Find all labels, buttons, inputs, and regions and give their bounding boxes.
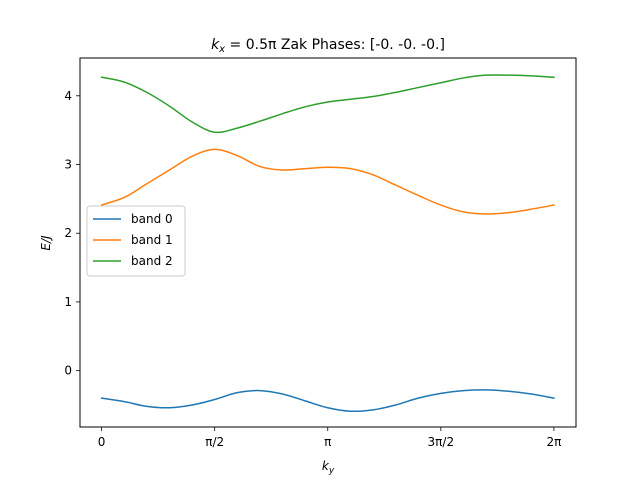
series-line-band-0 <box>100 389 555 413</box>
legend-label-band-0: band 0 <box>131 212 173 226</box>
legend-box <box>86 205 186 277</box>
y-tick-label: 0 <box>64 364 72 378</box>
title-var: k <box>211 37 220 53</box>
series-line-band-1 <box>100 148 555 215</box>
legend-label-band-1: band 1 <box>131 233 173 247</box>
legend: band 0 band 1 band 2 <box>86 205 186 277</box>
y-axis-ticks: 0 1 2 3 4 <box>64 89 80 378</box>
y-tick-label: 2 <box>64 226 72 240</box>
chart-title: kx = 0.5π Zak Phases: [-0. -0. -0.] <box>211 37 445 55</box>
y-tick-label: 1 <box>64 295 72 309</box>
title-value: = 0.5π <box>225 37 277 53</box>
y-tick-label: 4 <box>64 89 72 103</box>
title-suffix: Zak Phases: [-0. -0. -0.] <box>276 37 445 53</box>
y-tick-label: 3 <box>64 158 72 172</box>
x-axis-ticks: 0 π/2 π 3π/2 2π <box>98 427 561 449</box>
x-tick-label: 3π/2 <box>428 435 455 449</box>
series-line-band-2 <box>100 74 555 134</box>
x-tick-label: 0 <box>98 435 106 449</box>
x-axis-label: ky <box>322 459 335 476</box>
x-tick-label: 2π <box>546 435 561 449</box>
x-axis-label-var: k <box>322 459 330 473</box>
plot-lines <box>100 74 555 413</box>
legend-label-band-2: band 2 <box>131 254 173 268</box>
x-axis-label-subscript: y <box>328 466 335 476</box>
x-tick-label: π <box>324 435 331 449</box>
x-tick-label: π/2 <box>205 435 224 449</box>
y-axis-label: E/J <box>39 235 53 251</box>
title-subscript: x <box>218 44 225 55</box>
